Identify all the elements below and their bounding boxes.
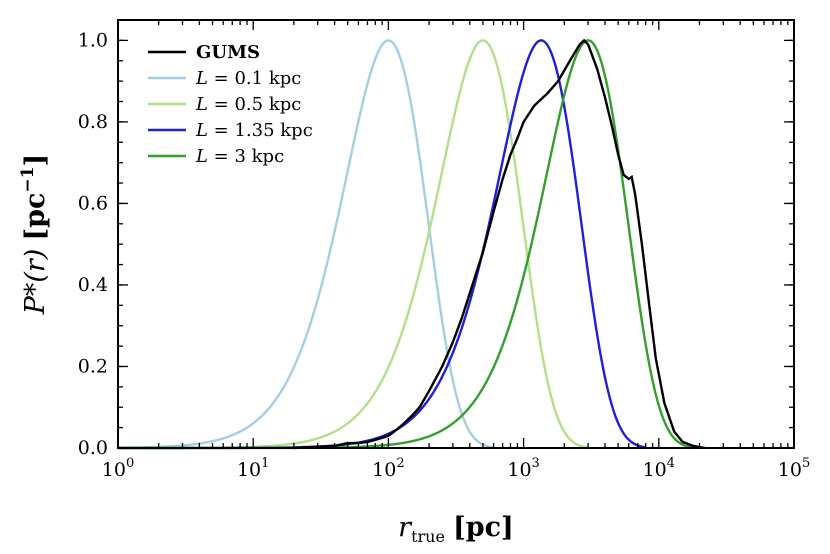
y-axis-label-unit-sup: −1 xyxy=(18,166,38,192)
y-axis-label-var: P*(r) xyxy=(20,249,51,316)
x-tick-label: 102 xyxy=(372,456,404,481)
legend-label: L = 1.35 kpc xyxy=(195,120,313,141)
legend-label: L = 3 kpc xyxy=(195,146,284,167)
y-tick-label: 1.0 xyxy=(78,29,108,51)
x-tick-label: 101 xyxy=(237,456,269,481)
y-tick-label: 0.2 xyxy=(78,355,108,377)
x-tick-label: 100 xyxy=(102,456,134,481)
legend: GUMS L = 0.1 kpc L = 0.5 kpc L = 1.35 kpc L … xyxy=(148,42,313,167)
x-axis-label-var: r xyxy=(398,512,413,543)
y-axis-label-unit: [pc xyxy=(20,193,51,241)
y-axis-label: P*(r) [pc−1] xyxy=(18,154,51,316)
axis-ticks: 100 101 102 103 104 105 0.0 0.2 0.4 0.6 0.8 1.0 xyxy=(78,19,810,481)
legend-label: L = 0.5 kpc xyxy=(195,94,301,115)
x-tick-label: 104 xyxy=(643,456,675,481)
y-tick-label: 0.4 xyxy=(78,274,108,296)
x-axis-label-unit: [pc] xyxy=(453,512,514,543)
y-tick-label: 0.6 xyxy=(78,192,108,214)
x-axis-label: rtrue [pc] xyxy=(398,512,514,546)
y-tick-label: 0.8 xyxy=(78,111,108,133)
series-line-gums xyxy=(293,38,706,450)
plot-frame xyxy=(117,19,795,449)
x-axis-label-sub: true xyxy=(411,527,445,546)
y-axis-label-unit-close: ] xyxy=(20,154,51,167)
series-line-l-0-1-kpc xyxy=(117,39,493,449)
legend-label: GUMS xyxy=(196,42,260,63)
x-tick-label: 103 xyxy=(507,456,539,481)
y-tick-label: 0.0 xyxy=(78,437,108,459)
x-tick-label: 105 xyxy=(778,456,810,481)
legend-label: L = 0.1 kpc xyxy=(195,68,301,89)
